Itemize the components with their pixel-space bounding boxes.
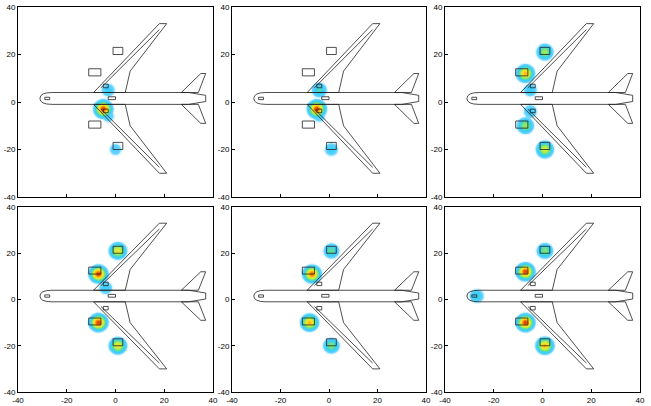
svg-text:-40: -40 bbox=[4, 193, 16, 202]
svg-text:20: 20 bbox=[6, 249, 15, 258]
svg-text:-20: -20 bbox=[4, 342, 16, 351]
svg-text:40: 40 bbox=[220, 3, 229, 12]
svg-text:-40: -40 bbox=[4, 388, 16, 397]
svg-text:-40: -40 bbox=[12, 396, 24, 405]
svg-text:0: 0 bbox=[540, 396, 545, 405]
svg-text:0: 0 bbox=[11, 295, 16, 304]
svg-text:40: 40 bbox=[433, 203, 442, 212]
svg-text:40: 40 bbox=[422, 396, 431, 405]
svg-text:20: 20 bbox=[587, 396, 596, 405]
svg-text:20: 20 bbox=[373, 396, 382, 405]
svg-text:20: 20 bbox=[160, 396, 169, 405]
svg-text:-20: -20 bbox=[488, 396, 500, 405]
svg-text:40: 40 bbox=[636, 396, 645, 405]
svg-text:0: 0 bbox=[113, 396, 118, 405]
svg-text:-40: -40 bbox=[431, 193, 443, 202]
svg-text:20: 20 bbox=[220, 50, 229, 59]
svg-text:40: 40 bbox=[6, 203, 15, 212]
svg-text:-40: -40 bbox=[218, 193, 230, 202]
svg-text:20: 20 bbox=[6, 50, 15, 59]
svg-text:-20: -20 bbox=[431, 145, 443, 154]
svg-text:0: 0 bbox=[225, 98, 230, 107]
svg-text:-40: -40 bbox=[218, 388, 230, 397]
svg-text:0: 0 bbox=[327, 396, 332, 405]
svg-text:40: 40 bbox=[433, 3, 442, 12]
svg-text:0: 0 bbox=[438, 295, 443, 304]
svg-text:-20: -20 bbox=[218, 342, 230, 351]
svg-text:-40: -40 bbox=[431, 388, 443, 397]
svg-text:-20: -20 bbox=[4, 145, 16, 154]
svg-text:0: 0 bbox=[438, 98, 443, 107]
svg-text:-40: -40 bbox=[439, 396, 451, 405]
svg-text:40: 40 bbox=[220, 203, 229, 212]
svg-text:-20: -20 bbox=[61, 396, 73, 405]
svg-text:20: 20 bbox=[220, 249, 229, 258]
svg-text:40: 40 bbox=[209, 396, 218, 405]
svg-text:20: 20 bbox=[433, 249, 442, 258]
svg-text:-20: -20 bbox=[218, 145, 230, 154]
svg-text:-20: -20 bbox=[275, 396, 287, 405]
svg-text:40: 40 bbox=[6, 3, 15, 12]
svg-text:20: 20 bbox=[433, 50, 442, 59]
svg-text:-20: -20 bbox=[431, 342, 443, 351]
svg-text:0: 0 bbox=[225, 295, 230, 304]
svg-text:-40: -40 bbox=[226, 396, 238, 405]
svg-text:0: 0 bbox=[11, 98, 16, 107]
